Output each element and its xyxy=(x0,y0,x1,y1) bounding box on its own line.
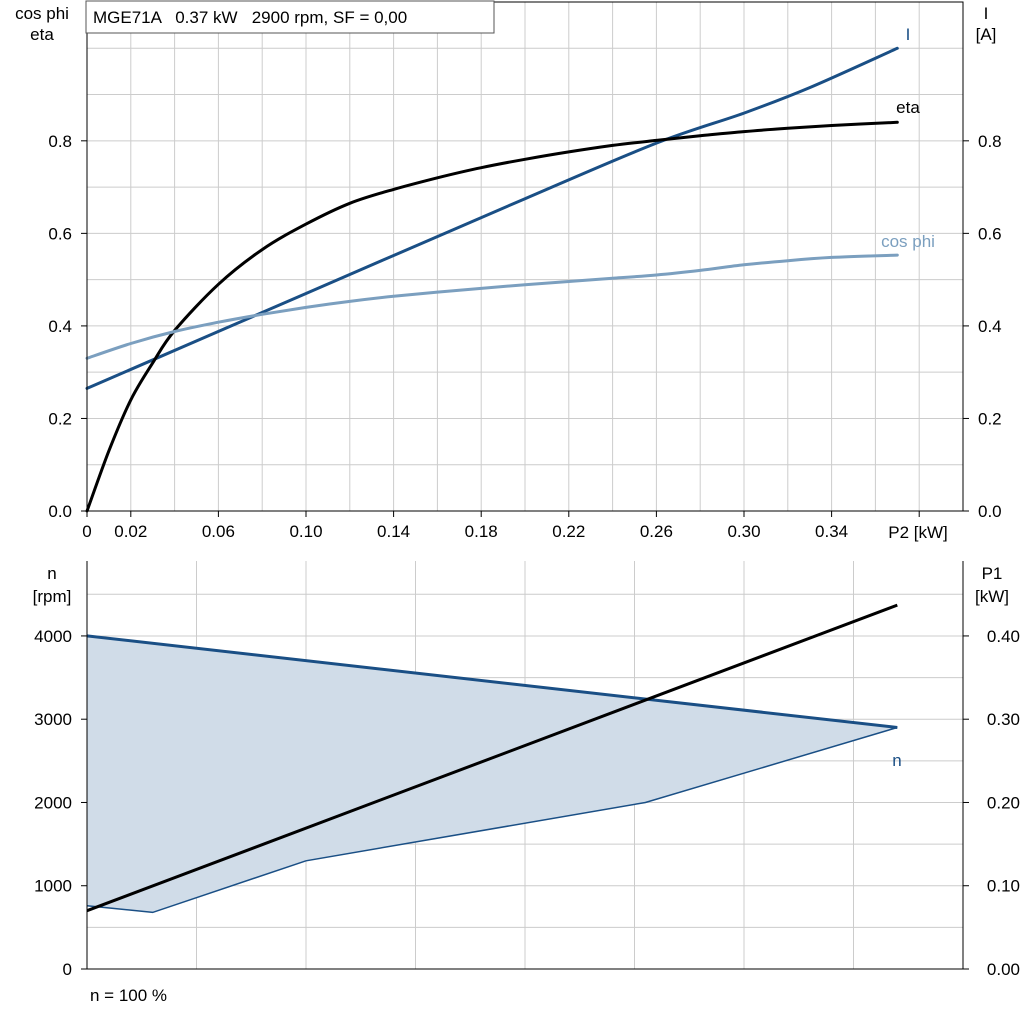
series-label-n: n xyxy=(892,751,901,770)
speed-max-line-n xyxy=(86,634,898,729)
top-left-y-tick-label: 0.4 xyxy=(48,317,72,336)
bottom-chart-panel: 0 1000 2000 3000 4000 0.00 0.10 0.20 0.30 0.40 n… xyxy=(33,561,1020,1005)
top-left-y-ticks: 0.0 0.2 0.4 0.6 0.8 xyxy=(48,132,87,521)
top-left-y-tick-label: 0.0 xyxy=(48,502,72,521)
top-right-y-tick-label: 0.2 xyxy=(978,409,1002,428)
series-label-eta: eta xyxy=(896,98,920,117)
top-left-ylabel-line2: eta xyxy=(30,25,54,44)
series-label-I: I xyxy=(906,25,911,44)
bottom-right-y-ticks: 0.00 0.10 0.20 0.30 0.40 xyxy=(963,627,1020,979)
top-x-tick-label: 0.22 xyxy=(552,522,585,541)
top-left-ylabel-line1: cos phi xyxy=(15,4,69,23)
top-x-tick-label: 0.10 xyxy=(289,522,322,541)
top-x-axis-label: P2 [kW] xyxy=(888,523,948,542)
top-x-tick-label: 0.26 xyxy=(640,522,673,541)
series-line-I xyxy=(85,46,899,390)
top-grid xyxy=(87,2,963,511)
top-right-y-tick-label: 0.6 xyxy=(978,224,1002,243)
bottom-left-ylabel-line2: [rpm] xyxy=(33,587,72,606)
top-right-y-tick-label: 0.4 xyxy=(978,317,1002,336)
bottom-right-ylabel-line1: P1 xyxy=(982,564,1003,583)
bottom-series-group xyxy=(86,603,898,914)
top-x-ticks: 0 0.02 0.06 0.10 0.14 0.18 0.22 0.26 0.30 0.34 xyxy=(82,511,920,541)
bottom-left-y-tick-label: 3000 xyxy=(34,710,72,729)
bottom-right-y-tick-label: 0.30 xyxy=(987,710,1020,729)
speed-note: n = 100 % xyxy=(90,986,167,1005)
chart-title: MGE71A 0.37 kW 2900 rpm, SF = 0,00 xyxy=(93,8,407,27)
top-x-tick-label: 0.18 xyxy=(465,522,498,541)
top-chart-panel: 0 0.02 0.06 0.10 0.14 0.18 0.22 0.26 0.30 0.34 0.… xyxy=(15,0,1002,542)
bottom-right-y-tick-label: 0.10 xyxy=(987,877,1020,896)
series-line-eta xyxy=(85,120,899,513)
bottom-left-y-tick-label: 2000 xyxy=(34,793,72,812)
top-x-tick-label: 0.34 xyxy=(815,522,848,541)
series-label-cos-phi: cos phi xyxy=(881,232,935,251)
top-x-tick-label: 0.14 xyxy=(377,522,410,541)
bottom-right-y-tick-label: 0.20 xyxy=(987,793,1020,812)
bottom-right-y-tick-label: 0.40 xyxy=(987,627,1020,646)
bottom-left-y-tick-label: 4000 xyxy=(34,627,72,646)
bottom-right-y-tick-label: 0.00 xyxy=(987,960,1020,979)
bottom-left-ylabel-line1: n xyxy=(47,564,56,583)
top-series-group xyxy=(85,46,899,513)
series-line-P1 xyxy=(86,603,898,913)
top-plot-frame xyxy=(86,1,964,512)
top-right-ylabel-line2: [A] xyxy=(976,25,997,44)
top-right-y-tick-label: 0.8 xyxy=(978,132,1002,151)
speed-min-line xyxy=(86,726,898,914)
top-x-tick-label: 0.02 xyxy=(114,522,147,541)
bottom-left-y-ticks: 0 1000 2000 3000 4000 xyxy=(34,627,87,979)
top-right-ylabel-line1: I xyxy=(984,4,989,23)
bottom-left-y-tick-label: 0 xyxy=(63,960,72,979)
bottom-axes xyxy=(86,561,964,970)
top-left-y-tick-label: 0.6 xyxy=(48,224,72,243)
top-x-tick-label: 0 xyxy=(82,522,91,541)
top-left-y-tick-label: 0.8 xyxy=(48,132,72,151)
bottom-left-y-tick-label: 1000 xyxy=(34,877,72,896)
top-right-y-tick-label: 0.0 xyxy=(978,502,1002,521)
series-line-cos-phi xyxy=(85,253,899,360)
top-x-tick-label: 0.06 xyxy=(202,522,235,541)
top-x-tick-label: 0.30 xyxy=(727,522,760,541)
top-right-y-ticks: 0.0 0.2 0.4 0.6 0.8 xyxy=(963,132,1002,521)
bottom-right-ylabel-line2: [kW] xyxy=(975,587,1009,606)
top-left-y-tick-label: 0.2 xyxy=(48,409,72,428)
title-box xyxy=(85,0,495,34)
